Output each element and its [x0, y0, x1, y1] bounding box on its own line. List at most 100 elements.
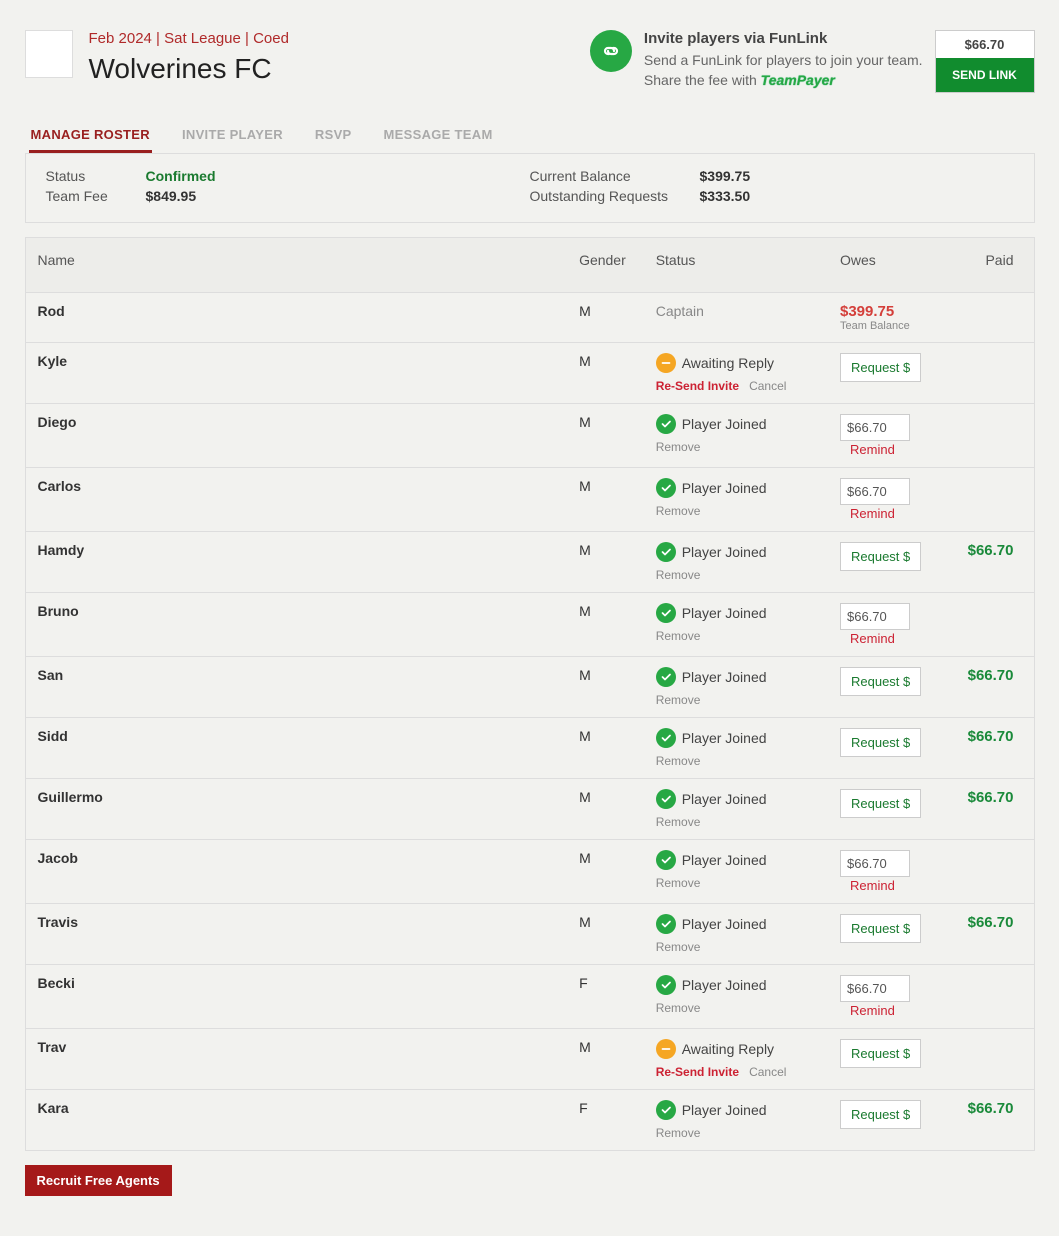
owes-amount-input[interactable] — [840, 975, 910, 1002]
owes-amount-input[interactable] — [840, 603, 910, 630]
awaiting-icon — [656, 353, 676, 373]
player-gender: M — [567, 593, 644, 657]
resend-invite-link[interactable]: Re-Send Invite — [656, 1065, 739, 1079]
remove-player-link[interactable]: Remove — [656, 504, 701, 518]
status-value: Confirmed — [146, 168, 216, 184]
owes-amount-input[interactable] — [840, 414, 910, 441]
joined-icon — [656, 975, 676, 995]
player-status: Player JoinedRemove — [644, 593, 828, 657]
owes-amount-input[interactable] — [840, 478, 910, 505]
remove-player-link[interactable]: Remove — [656, 1126, 701, 1140]
request-money-button[interactable]: Request $ — [840, 914, 921, 943]
resend-invite-link[interactable]: Re-Send Invite — [656, 379, 739, 393]
recruit-free-agents-button[interactable]: Recruit Free Agents — [25, 1165, 172, 1196]
player-name: Hamdy — [25, 532, 567, 593]
request-money-button[interactable]: Request $ — [840, 353, 921, 382]
player-gender: M — [567, 779, 644, 840]
send-link-button[interactable]: SEND LINK — [936, 58, 1034, 92]
col-name: Name — [25, 238, 567, 293]
player-gender: M — [567, 657, 644, 718]
tab-manage-roster[interactable]: MANAGE ROSTER — [29, 117, 152, 153]
player-owes: Request $ — [828, 1029, 936, 1090]
remind-link[interactable]: Remind — [850, 506, 895, 521]
page-header: Feb 2024 | Sat League | Coed Wolverines … — [25, 30, 1035, 93]
table-row: SanMPlayer JoinedRemoveRequest $$66.70 — [25, 657, 1034, 718]
player-name: Bruno — [25, 593, 567, 657]
tab-rsvp[interactable]: RSVP — [313, 117, 354, 153]
balance-value: $399.75 — [700, 168, 751, 184]
player-name: Kyle — [25, 343, 567, 404]
player-gender: M — [567, 532, 644, 593]
status-bar: Status Confirmed Team Fee $849.95 Curren… — [25, 154, 1035, 223]
player-status: Player JoinedRemove — [644, 468, 828, 532]
request-money-button[interactable]: Request $ — [840, 542, 921, 571]
remind-link[interactable]: Remind — [850, 442, 895, 457]
remind-link[interactable]: Remind — [850, 631, 895, 646]
player-gender: M — [567, 904, 644, 965]
request-money-button[interactable]: Request $ — [840, 728, 921, 757]
joined-icon — [656, 667, 676, 687]
sendlink-amount-input[interactable] — [936, 31, 1034, 58]
player-paid: $66.70 — [936, 718, 1034, 779]
player-status: Awaiting ReplyRe-Send InviteCancel — [644, 1029, 828, 1090]
player-status: Player JoinedRemove — [644, 1090, 828, 1151]
player-name: Rod — [25, 293, 567, 343]
joined-icon — [656, 542, 676, 562]
owes-amount-input[interactable] — [840, 850, 910, 877]
table-row: GuillermoMPlayer JoinedRemoveRequest $$6… — [25, 779, 1034, 840]
cancel-invite-link[interactable]: Cancel — [749, 1065, 786, 1079]
player-owes: Request $ — [828, 1090, 936, 1151]
tab-invite-player[interactable]: INVITE PLAYER — [180, 117, 285, 153]
funlink-title: Invite players via FunLink — [644, 30, 923, 47]
tab-message-team[interactable]: MESSAGE TEAM — [382, 117, 495, 153]
player-name: Diego — [25, 404, 567, 468]
col-status: Status — [644, 238, 828, 293]
joined-icon — [656, 478, 676, 498]
table-row: DiegoMPlayer JoinedRemove Remind — [25, 404, 1034, 468]
table-row: RodMCaptain$399.75Team Balance — [25, 293, 1034, 343]
player-status: Player JoinedRemove — [644, 657, 828, 718]
request-money-button[interactable]: Request $ — [840, 1039, 921, 1068]
player-paid — [936, 1029, 1034, 1090]
remove-player-link[interactable]: Remove — [656, 440, 701, 454]
player-owes: $399.75Team Balance — [828, 293, 936, 343]
col-gender: Gender — [567, 238, 644, 293]
remove-player-link[interactable]: Remove — [656, 940, 701, 954]
player-status: Player JoinedRemove — [644, 904, 828, 965]
sendlink-box: SEND LINK — [935, 30, 1035, 93]
player-gender: M — [567, 343, 644, 404]
player-paid: $66.70 — [936, 532, 1034, 593]
remove-player-link[interactable]: Remove — [656, 876, 701, 890]
remove-player-link[interactable]: Remove — [656, 1001, 701, 1015]
joined-icon — [656, 603, 676, 623]
player-status: Captain — [644, 293, 828, 343]
player-name: San — [25, 657, 567, 718]
cancel-invite-link[interactable]: Cancel — [749, 379, 786, 393]
joined-icon — [656, 1100, 676, 1120]
player-status: Player JoinedRemove — [644, 779, 828, 840]
request-money-button[interactable]: Request $ — [840, 1100, 921, 1129]
table-row: BeckiFPlayer JoinedRemove Remind — [25, 965, 1034, 1029]
player-name: Sidd — [25, 718, 567, 779]
remove-player-link[interactable]: Remove — [656, 754, 701, 768]
request-money-button[interactable]: Request $ — [840, 667, 921, 696]
joined-icon — [656, 728, 676, 748]
table-row: SiddMPlayer JoinedRemoveRequest $$66.70 — [25, 718, 1034, 779]
team-fee-label: Team Fee — [46, 188, 146, 204]
player-owes: Remind — [828, 468, 936, 532]
remove-player-link[interactable]: Remove — [656, 568, 701, 582]
remind-link[interactable]: Remind — [850, 878, 895, 893]
league-meta: Feb 2024 | Sat League | Coed — [89, 30, 289, 47]
player-owes: Remind — [828, 840, 936, 904]
remove-player-link[interactable]: Remove — [656, 693, 701, 707]
player-gender: M — [567, 468, 644, 532]
player-paid — [936, 840, 1034, 904]
player-paid — [936, 965, 1034, 1029]
request-money-button[interactable]: Request $ — [840, 789, 921, 818]
remove-player-link[interactable]: Remove — [656, 815, 701, 829]
table-row: TravisMPlayer JoinedRemoveRequest $$66.7… — [25, 904, 1034, 965]
remind-link[interactable]: Remind — [850, 1003, 895, 1018]
player-gender: M — [567, 840, 644, 904]
remove-player-link[interactable]: Remove — [656, 629, 701, 643]
joined-icon — [656, 789, 676, 809]
